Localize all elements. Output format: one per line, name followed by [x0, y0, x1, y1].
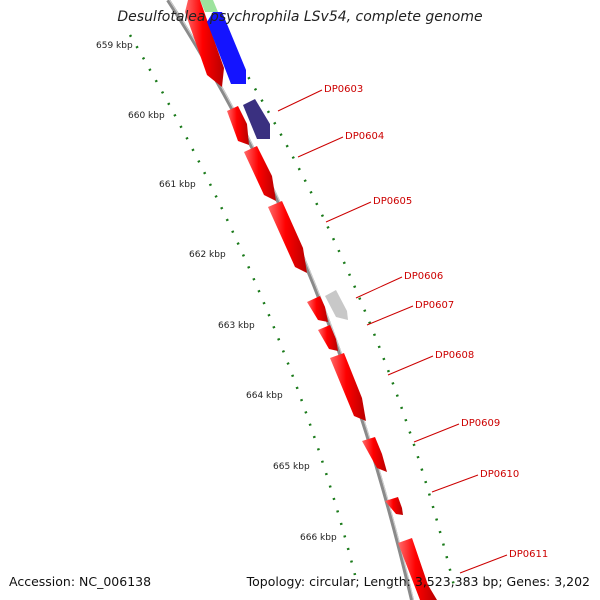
label-leader-line: [459, 554, 508, 574]
genome-backbone: [166, 0, 414, 600]
gene-feature-DP0604[interactable]: [244, 146, 276, 201]
genome-backbone-highlight: [169, 0, 414, 600]
ruler-tick-label: 665 kbp: [273, 462, 310, 472]
label-leader-line: [355, 276, 403, 299]
gene-label[interactable]: DP0604: [345, 131, 384, 142]
gene-label[interactable]: DP0608: [435, 350, 474, 361]
ruler-tick-label: 659 kbp: [96, 41, 133, 51]
gene-feature-DP0605[interactable]: [268, 201, 307, 273]
map-title: Desulfotalea psychrophila LSv54, complet…: [117, 9, 483, 25]
gene-feature-blue[interactable]: [207, 12, 246, 84]
ruler-tick-label: 661 kbp: [159, 180, 196, 190]
gene-label[interactable]: DP0603: [324, 84, 363, 95]
outer-ruler-dots: [233, 54, 457, 591]
gene-feature-DP0603[interactable]: [227, 106, 249, 145]
gene-feature-DP0611[interactable]: [398, 538, 437, 600]
gene-feature-navy[interactable]: [243, 99, 270, 139]
gene-feature-grey[interactable]: [325, 290, 348, 320]
label-leader-line: [366, 305, 414, 326]
gene-feature-DP0606[interactable]: [307, 296, 328, 322]
gene-label[interactable]: DP0611: [509, 549, 548, 560]
gene-feature-green[interactable]: [200, 0, 218, 12]
label-leader-line: [297, 136, 344, 158]
ruler-tick-label: 664 kbp: [246, 391, 283, 401]
accession-text: Accession: NC_006138: [9, 574, 152, 589]
ruler-tick-label: 663 kbp: [218, 321, 255, 331]
gene-feature-DP0607[interactable]: [318, 325, 338, 351]
label-leader-line: [325, 201, 372, 223]
ruler-tick-label: 660 kbp: [128, 111, 165, 121]
inner-ruler-dots: [128, 34, 357, 576]
ruler-tick-label: 666 kbp: [300, 533, 337, 543]
genome-summary-text: Topology: circular; Length: 3,523,383 bp…: [246, 574, 590, 589]
gene-feature-DP0609[interactable]: [362, 437, 387, 472]
gene-feature-DP0608[interactable]: [330, 353, 366, 421]
label-leader-line: [277, 89, 323, 112]
label-leader-line: [431, 474, 479, 493]
gene-label[interactable]: DP0609: [461, 418, 500, 429]
ruler-tick-label: 662 kbp: [189, 250, 226, 260]
gene-label[interactable]: DP0607: [415, 300, 454, 311]
label-leader-line: [387, 355, 434, 376]
gene-label[interactable]: DP0606: [404, 271, 443, 282]
gene-label[interactable]: DP0610: [480, 469, 519, 480]
gene-feature-red[interactable]: [185, 0, 224, 87]
label-leader-line: [413, 423, 460, 443]
gene-label[interactable]: DP0605: [373, 196, 412, 207]
gene-feature-DP0610[interactable]: [385, 497, 403, 515]
